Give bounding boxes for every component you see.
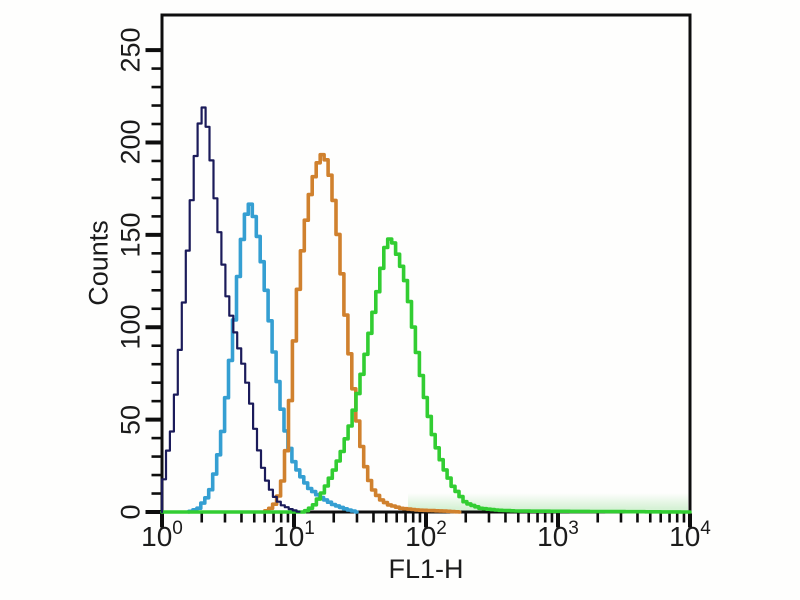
x-axis-ticks	[160, 513, 692, 528]
x-tick-label: 103	[537, 517, 579, 552]
curve-dark-blue	[160, 106, 301, 514]
y-axis-title: Counts	[83, 220, 114, 306]
y-tick-label: 100	[115, 304, 146, 350]
x-tick-label: 104	[669, 517, 711, 552]
x-tick-label: 102	[405, 517, 447, 552]
y-tick-label: 200	[115, 119, 146, 165]
y-tick-label: 50	[115, 404, 146, 435]
x-axis-title: FL1-H	[388, 554, 464, 584]
y-tick-label: 150	[115, 212, 146, 258]
curve-orange	[262, 152, 462, 514]
y-axis-ticks	[145, 48, 161, 514]
x-tick-label: 100	[141, 517, 183, 552]
y-tick-label: 250	[115, 27, 146, 73]
x-tick-label: 101	[273, 517, 315, 552]
curve-light-blue	[187, 202, 359, 514]
y-tick-label: 0	[115, 504, 146, 520]
curve-green	[160, 237, 692, 514]
histogram-curves	[160, 106, 692, 514]
